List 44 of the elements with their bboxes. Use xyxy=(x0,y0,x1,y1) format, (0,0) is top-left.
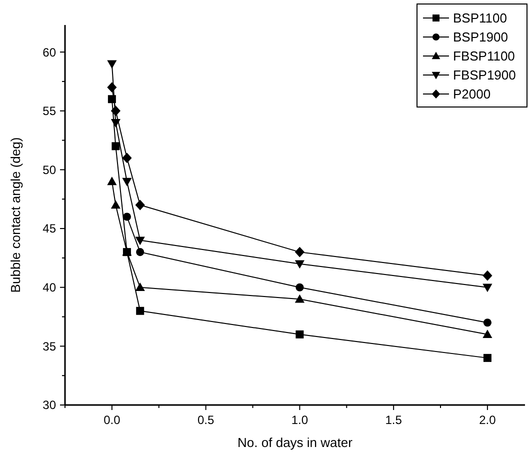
y-tick-label: 40 xyxy=(42,280,56,295)
point xyxy=(107,82,117,93)
point xyxy=(122,212,131,221)
point xyxy=(122,178,132,186)
y-tick-label: 55 xyxy=(42,104,56,118)
point xyxy=(107,60,117,69)
y-tick-label: 45 xyxy=(42,222,56,236)
point xyxy=(296,330,304,338)
point xyxy=(294,294,304,303)
x-tick-label: 2.0 xyxy=(479,413,496,427)
point xyxy=(294,260,304,269)
point xyxy=(110,119,120,128)
x-tick-label: 1.0 xyxy=(291,413,308,427)
legend-label: P2000 xyxy=(453,86,491,102)
point xyxy=(294,246,304,258)
point xyxy=(110,200,120,209)
point xyxy=(135,236,145,246)
x-tick-label: 1.5 xyxy=(385,413,402,427)
point xyxy=(122,152,132,164)
y-axis-title: Bubble contact angle (deg) xyxy=(8,137,23,293)
point xyxy=(483,318,492,327)
point xyxy=(107,176,117,186)
point xyxy=(135,282,145,291)
legend-label: FBSP1100 xyxy=(453,48,515,64)
point xyxy=(483,354,492,362)
point xyxy=(136,248,144,256)
point xyxy=(112,142,120,150)
point xyxy=(135,200,145,210)
x-axis-title: No. of days in water xyxy=(238,435,354,450)
y-tick-label: 50 xyxy=(42,162,56,177)
x-tick-label: 0.5 xyxy=(197,413,214,427)
point xyxy=(136,306,144,315)
point xyxy=(110,106,120,116)
y-tick-label: 60 xyxy=(42,45,56,60)
x-tick-label: 0.0 xyxy=(104,413,121,427)
y-tick-label: 35 xyxy=(42,339,56,354)
legend-label: BSP1900 xyxy=(453,30,508,45)
point xyxy=(482,330,492,338)
point xyxy=(482,284,492,292)
point xyxy=(482,270,492,281)
point xyxy=(296,283,304,292)
legend-label: BSP1100 xyxy=(453,10,507,26)
legend-label: FBSP1900 xyxy=(453,68,516,83)
y-tick-label: 30 xyxy=(42,398,56,412)
